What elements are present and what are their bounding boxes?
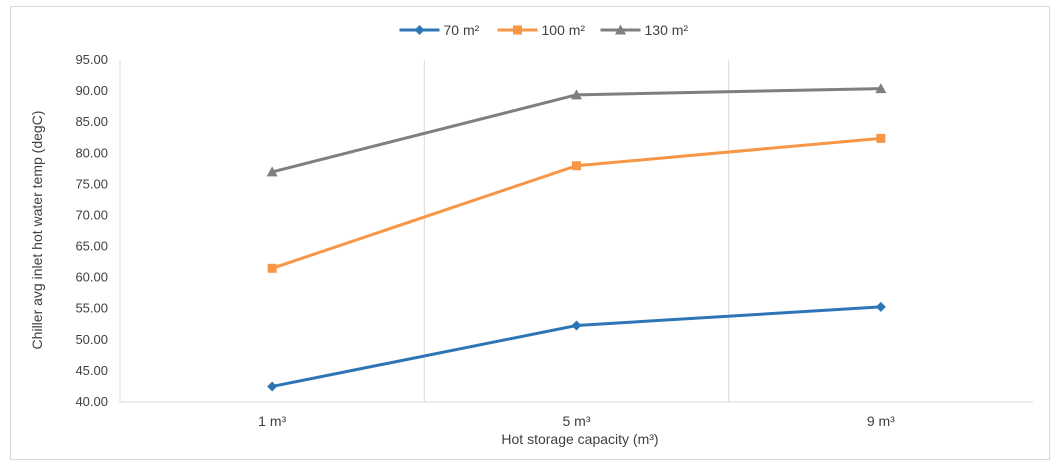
y-tick-label: 55.00 [75, 301, 108, 316]
series-layer [266, 83, 887, 392]
x-tick-label: 1 m³ [258, 413, 286, 429]
axis-layer: 40.00 45.00 50.00 55.00 60.00 65.00 70.00 75.00… [75, 52, 1033, 429]
series-line [271, 87, 881, 174]
legend: 70 m² 100 m² 130 m² [399, 22, 689, 38]
data-point [267, 263, 277, 273]
series-line [271, 305, 881, 388]
x-tick-label: 9 m³ [867, 413, 895, 429]
legend-label: 100 m² [542, 22, 586, 38]
chart-frame [10, 6, 1050, 460]
data-point [571, 320, 582, 331]
grid-layer [423, 60, 730, 402]
legend-item: 130 m² [600, 22, 689, 38]
legend-label: 70 m² [444, 22, 480, 38]
data-point [875, 301, 886, 312]
y-tick-label: 60.00 [75, 270, 108, 285]
data-point [571, 89, 582, 100]
y-tick-label: 75.00 [75, 176, 108, 191]
series-square [267, 133, 886, 273]
data-point [414, 25, 425, 35]
series-diamond [267, 301, 886, 392]
y-axis-title: Chiller avg inlet hot water temp (degC) [29, 111, 45, 350]
y-tick-label: 70.00 [75, 207, 108, 222]
legend-item: 100 m² [497, 22, 586, 38]
data-point [267, 381, 278, 392]
data-point [876, 133, 886, 143]
y-tick-label: 40.00 [75, 394, 108, 409]
y-tick-label: 50.00 [75, 332, 108, 347]
x-axis-title: Hot storage capacity (m³) [501, 431, 658, 447]
data-point [615, 24, 626, 35]
legend-label: 130 m² [645, 22, 689, 38]
series-line [271, 136, 881, 270]
y-tick-label: 85.00 [75, 114, 108, 129]
data-point [266, 166, 278, 177]
y-tick-label: 90.00 [75, 83, 108, 98]
data-point [875, 83, 887, 94]
series-triangle [266, 83, 887, 177]
y-tick-label: 65.00 [75, 239, 108, 254]
y-tick-label: 95.00 [75, 52, 108, 67]
x-tick-label: 5 m³ [563, 413, 591, 429]
data-point [513, 25, 522, 35]
y-tick-label: 45.00 [75, 363, 108, 378]
data-point [572, 161, 581, 171]
legend-item: 70 m² [399, 22, 480, 38]
y-tick-label: 80.00 [75, 145, 108, 160]
